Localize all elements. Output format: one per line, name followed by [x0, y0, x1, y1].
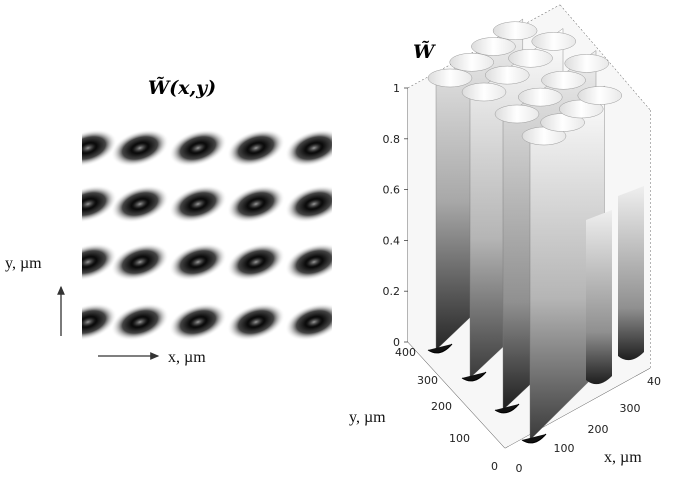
- left-x-axis-label: x, µm: [168, 349, 206, 366]
- surface: [408, 5, 650, 448]
- z-tick-label: 0.2: [383, 285, 401, 298]
- y-axis-ticks: 0 100 200 300 400: [395, 346, 498, 473]
- x-tick-label: 300: [620, 402, 641, 415]
- heatmap-spot: [226, 303, 286, 341]
- z-tick-label: 0.6: [383, 184, 401, 197]
- heatmap-spot: [110, 303, 170, 341]
- heatmap: [82, 129, 332, 341]
- right-x-axis-label: x, µm: [604, 449, 642, 466]
- surface-trough: [586, 210, 612, 385]
- y-tick-label: 300: [417, 374, 438, 387]
- x-tick-label: 40: [647, 375, 661, 388]
- left-panel-title: W̃(x,y): [148, 76, 216, 99]
- heatmap-spot: [284, 243, 332, 281]
- z-tick-label: 1: [393, 82, 400, 95]
- heatmap-spot: [168, 185, 228, 223]
- heatmap-spot: [82, 303, 118, 341]
- right-panel: W̃ 0 0.2 0.4 0.6 0.8 1 0 100 200 300 400 0 100 200 3…: [349, 4, 662, 475]
- x-tick-label: 100: [554, 442, 575, 455]
- heatmap-spot: [226, 185, 286, 223]
- y-tick-label: 200: [431, 400, 452, 413]
- heatmap-spot: [284, 303, 332, 341]
- heatmap-spot: [284, 185, 332, 223]
- surface-ridge: [521, 85, 623, 444]
- left-y-axis-label: y, µm: [5, 255, 42, 272]
- x-tick-label: 200: [588, 423, 609, 436]
- heatmap-spot: [168, 243, 228, 281]
- left-panel: W̃(x,y) y, µm x, µm: [5, 76, 332, 366]
- z-tick-label: 0: [393, 336, 400, 349]
- z-axis-ticks: 0 0.2 0.4 0.6 0.8 1: [383, 82, 408, 349]
- heatmap-spot: [82, 129, 118, 167]
- heatmap-spot: [110, 243, 170, 281]
- heatmap-spot: [168, 303, 228, 341]
- y-tick-label: 100: [449, 432, 470, 445]
- heatmap-spot: [226, 243, 286, 281]
- y-tick-label: 400: [395, 346, 416, 359]
- heatmap-spot: [110, 185, 170, 223]
- heatmap-spot: [168, 129, 228, 167]
- heatmap-spot: [284, 129, 332, 167]
- y-tick-label: 0: [491, 460, 498, 473]
- heatmap-spot: [82, 243, 118, 281]
- heatmap-spot: [110, 129, 170, 167]
- x-tick-label: 0: [516, 462, 523, 475]
- heatmap-spot: [226, 129, 286, 167]
- right-panel-title: W̃: [413, 40, 436, 63]
- surface-trough: [618, 186, 644, 361]
- right-y-axis-label: y, µm: [349, 409, 386, 426]
- heatmap-spot: [82, 185, 118, 223]
- x-axis-ticks: 0 100 200 300 40: [516, 375, 662, 475]
- z-tick-label: 0.8: [383, 133, 401, 146]
- z-tick-label: 0.4: [383, 234, 401, 247]
